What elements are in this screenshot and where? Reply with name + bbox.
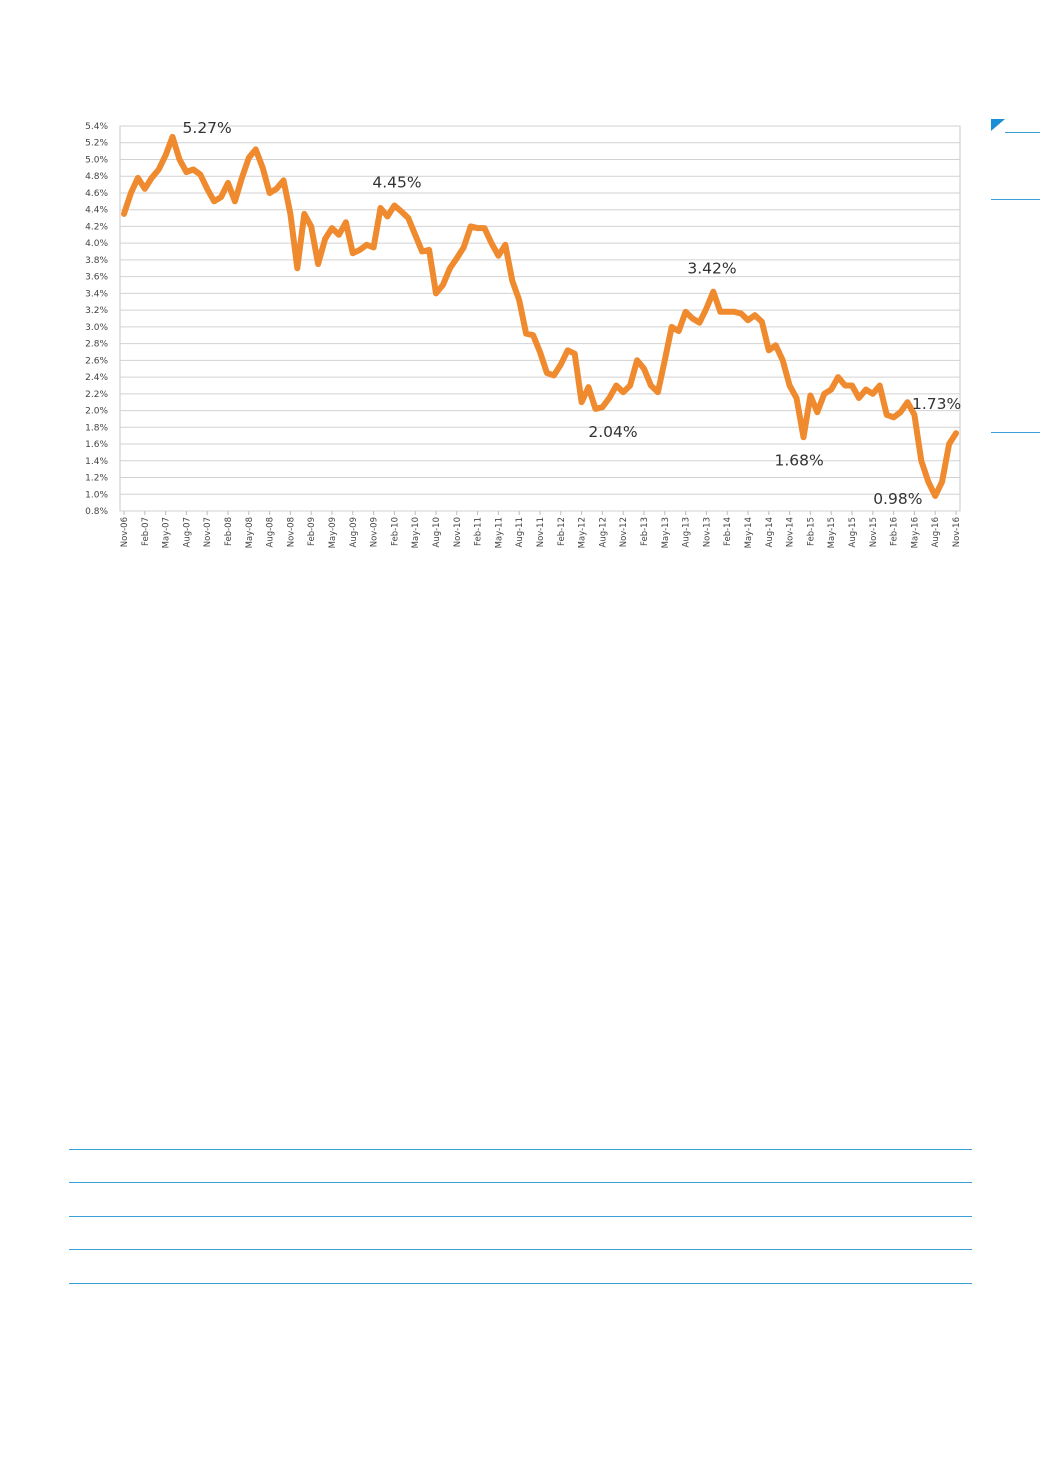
y-tick-label: 4.6%	[85, 189, 108, 199]
side-rule-2	[991, 199, 1040, 200]
corner-triangle-icon	[991, 119, 1005, 131]
x-axis-labels: Nov-06 Feb-07 May-07 Aug-07 Nov-07 Feb-08 May-…	[120, 511, 962, 548]
grid-lines	[119, 125, 961, 512]
y-tick-label: 4.8%	[85, 172, 108, 182]
y-tick-label: 2.2%	[85, 390, 108, 400]
y-tick-label: 1.8%	[85, 423, 108, 433]
x-tick-label: Nov-16	[952, 517, 962, 547]
y-tick-label: 1.0%	[85, 490, 108, 500]
x-tick-label: Feb-10	[390, 517, 400, 546]
side-rule-3	[991, 432, 1040, 433]
table-rule-1	[69, 1149, 972, 1150]
y-tick-label: 3.8%	[85, 256, 108, 266]
x-tick-label: Feb-14	[723, 517, 733, 546]
y-tick-label: 2.0%	[85, 407, 108, 417]
x-tick-label: May-15	[827, 517, 837, 548]
annotation-label: 5.27%	[183, 119, 232, 137]
x-tick-label: May-07	[162, 517, 172, 548]
annotation-label: 3.42%	[687, 260, 736, 278]
y-tick-label: 2.8%	[85, 340, 108, 350]
plot-border	[119, 125, 961, 512]
x-tick-label: Aug-13	[682, 517, 692, 547]
x-tick-label: Aug-11	[515, 517, 525, 547]
y-tick-label: 3.0%	[85, 323, 108, 333]
table-rule-2	[69, 1182, 972, 1183]
x-tick-label: Nov-11	[536, 517, 546, 547]
y-tick-label: 1.4%	[85, 457, 108, 467]
annotation-label: 1.68%	[774, 451, 823, 469]
y-tick-label: 3.2%	[85, 306, 108, 316]
x-tick-label: Aug-16	[931, 517, 941, 547]
y-tick-label: 2.6%	[85, 356, 108, 366]
x-tick-label: Nov-07	[203, 517, 213, 547]
y-tick-label: 4.2%	[85, 222, 108, 232]
x-tick-label: Aug-15	[848, 517, 858, 547]
x-tick-label: Feb-15	[806, 517, 816, 546]
x-tick-label: May-09	[328, 517, 338, 548]
table-rule-3	[69, 1216, 972, 1217]
x-tick-label: May-14	[744, 517, 754, 548]
data-annotations: 5.27% 4.45% 2.04% 3.42% 1.68% 0.98% 1.73%	[183, 119, 962, 508]
x-tick-label: Nov-10	[453, 517, 463, 547]
x-tick-label: Feb-16	[890, 517, 900, 546]
x-tick-label: May-13	[661, 517, 671, 548]
y-tick-label: 5.0%	[85, 155, 108, 165]
x-tick-label: Aug-10	[432, 517, 442, 547]
x-tick-label: Aug-14	[765, 517, 775, 547]
x-tick-label: Feb-12	[557, 517, 567, 546]
x-tick-label: Feb-08	[224, 517, 234, 546]
y-tick-label: 1.6%	[85, 440, 108, 450]
line-chart: 0.8% 1.0% 1.2% 1.4% 1.6% 1.8% 2.0% 2.2% 2.4% 2.6%…	[85, 119, 962, 548]
table-rule-5	[69, 1283, 972, 1284]
annotation-label: 0.98%	[873, 490, 922, 508]
y-tick-label: 1.2%	[85, 474, 108, 484]
x-tick-label: Aug-08	[266, 517, 276, 547]
x-tick-label: May-08	[245, 517, 255, 548]
x-tick-label: May-10	[411, 517, 421, 548]
y-axis-labels: 0.8% 1.0% 1.2% 1.4% 1.6% 1.8% 2.0% 2.2% 2.4% 2.6%…	[85, 122, 108, 517]
x-tick-label: Nov-15	[869, 517, 879, 547]
x-tick-label: Nov-12	[619, 517, 629, 547]
x-tick-label: Nov-09	[370, 517, 380, 547]
x-tick-label: May-12	[578, 517, 588, 548]
y-tick-label: 5.4%	[85, 122, 108, 132]
y-tick-label: 4.4%	[85, 206, 108, 216]
x-tick-label: Nov-14	[786, 517, 796, 547]
x-tick-label: Feb-09	[307, 517, 317, 546]
x-tick-label: Feb-11	[474, 517, 484, 546]
y-tick-label: 3.4%	[85, 289, 108, 299]
y-tick-label: 5.2%	[85, 139, 108, 149]
y-tick-label: 2.4%	[85, 373, 108, 383]
y-tick-label: 0.8%	[85, 507, 108, 517]
side-rule-1	[1005, 132, 1040, 133]
y-tick-label: 4.0%	[85, 239, 108, 249]
x-tick-label: Nov-13	[702, 517, 712, 547]
series-line	[121, 133, 959, 499]
x-tick-label: Feb-13	[640, 517, 650, 546]
x-tick-label: Aug-07	[182, 517, 192, 547]
annotation-label: 1.73%	[912, 395, 961, 413]
annotation-label: 4.45%	[372, 174, 421, 192]
x-tick-label: Nov-08	[286, 517, 296, 547]
table-rule-4	[69, 1249, 972, 1250]
x-tick-label: May-11	[494, 517, 504, 548]
x-tick-label: May-16	[910, 517, 920, 548]
x-tick-label: Feb-07	[141, 517, 151, 546]
annotation-label: 2.04%	[588, 423, 637, 441]
x-tick-label: Aug-12	[598, 517, 608, 547]
y-tick-label: 3.6%	[85, 273, 108, 283]
x-tick-label: Aug-09	[349, 517, 359, 547]
x-tick-label: Nov-06	[120, 517, 130, 547]
